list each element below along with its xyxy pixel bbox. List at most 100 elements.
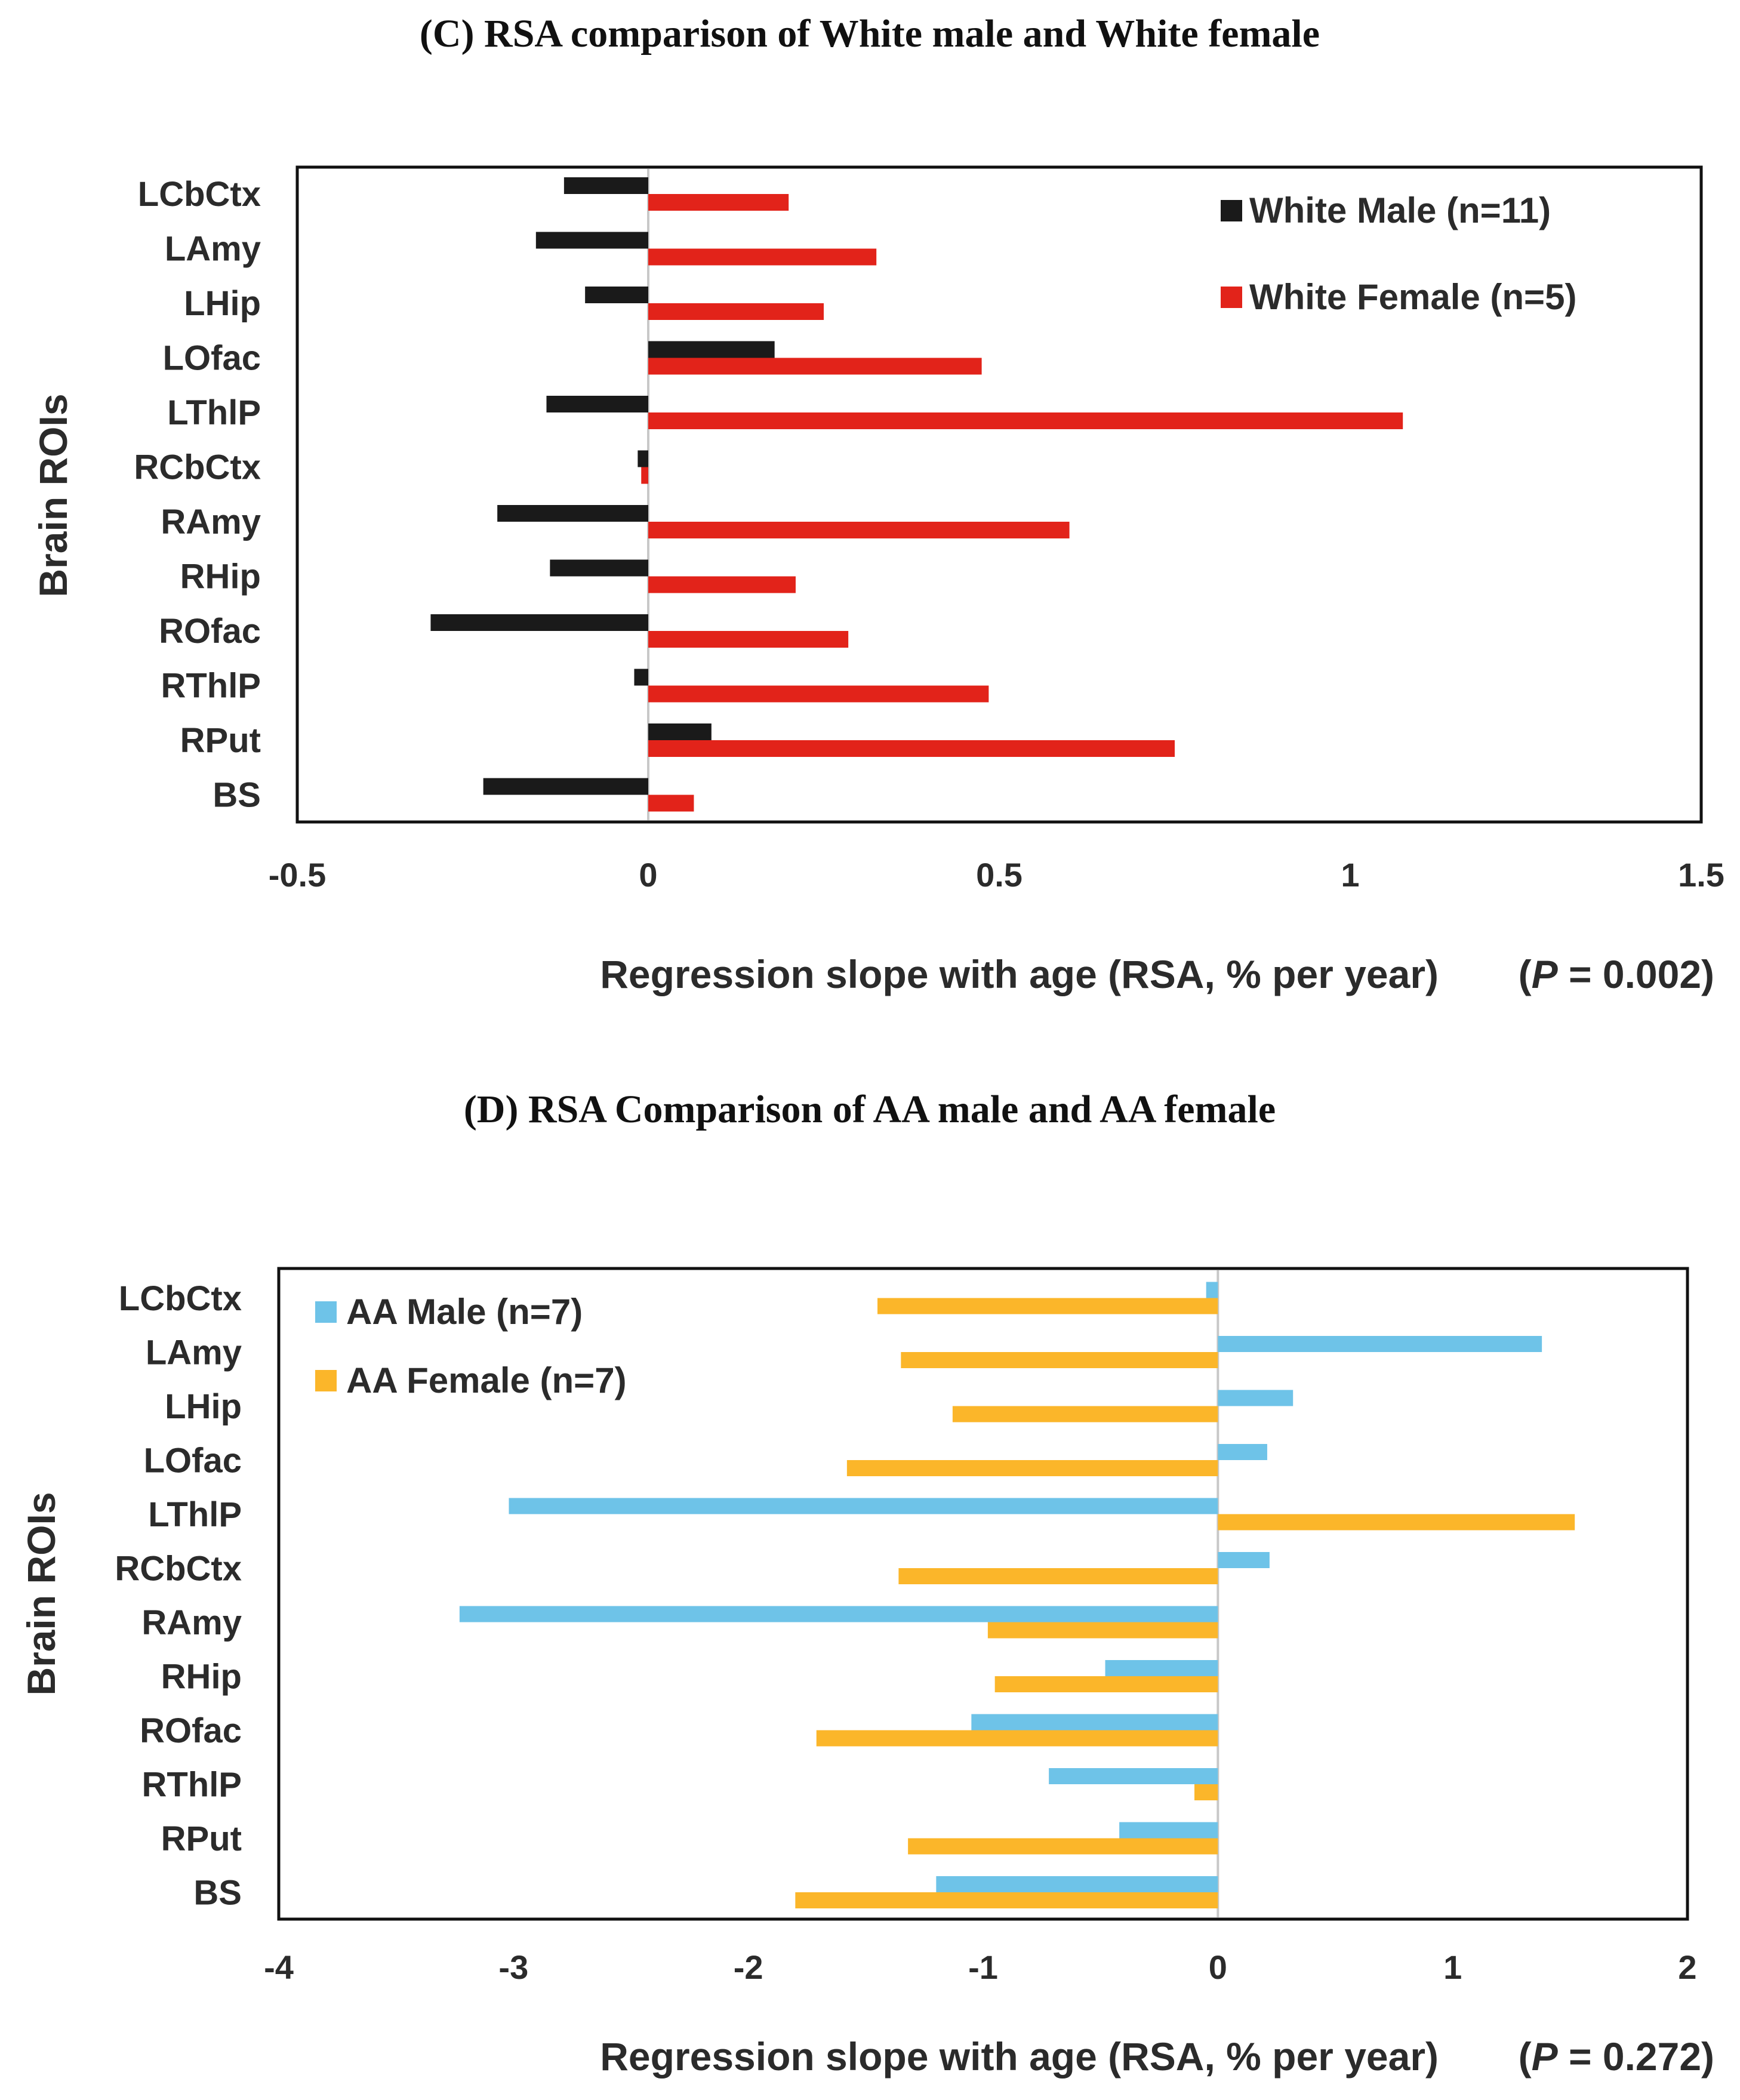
category-label-bs: BS <box>193 1874 242 1913</box>
legend-label-white-female: White Female (n=5) <box>1249 277 1576 317</box>
legend-label-aa-female: AA Female (n=7) <box>346 1360 627 1400</box>
category-label-rthlp: RThlP <box>141 1766 242 1805</box>
x-tick-label: -2 <box>734 1948 763 1986</box>
category-label-lthlp: LThlP <box>148 1495 242 1534</box>
bar-white-female-n-5-rhip <box>648 576 796 593</box>
category-label-rcbctx: RCbCtx <box>115 1550 242 1588</box>
panel-c-title: (C) RSA comparison of White male and Whi… <box>420 12 1320 56</box>
bar-aa-male-n-7-rthlp <box>1049 1768 1218 1784</box>
panel-c-x-ticks: -0.5 0 0.5 1 1.5 <box>269 856 1724 894</box>
x-tick-label: 1 <box>1341 856 1359 894</box>
bar-white-female-n-5-rcbctx <box>641 467 648 484</box>
bar-white-female-n-5-lhip <box>648 303 824 320</box>
category-label-ramy: RAmy <box>141 1603 242 1642</box>
category-label-rput: RPut <box>180 721 261 760</box>
bar-aa-male-n-7-bs <box>936 1876 1218 1892</box>
panel-d-y-axis-title: Brain ROIs <box>19 1492 63 1695</box>
panel-d-bars <box>459 1282 1575 1908</box>
x-tick-label: 0 <box>1209 1948 1227 1986</box>
bar-aa-female-n-7-bs <box>795 1892 1218 1908</box>
bar-aa-male-n-7-rhip <box>1105 1660 1218 1676</box>
x-tick-label: -0.5 <box>269 856 327 894</box>
category-label-lhip: LHip <box>165 1387 242 1426</box>
bar-aa-female-n-7-rhip <box>994 1676 1218 1692</box>
category-label-lamy: LAmy <box>146 1334 242 1372</box>
p-open: ( <box>1519 952 1532 996</box>
x-tick-label: 1 <box>1443 1948 1462 1986</box>
panel-c: (C) RSA comparison of White male and Whi… <box>31 12 1724 996</box>
category-label-lofac: LOfac <box>144 1442 242 1480</box>
bar-white-female-n-5-lcbctx <box>648 194 789 211</box>
bar-white-male-n-11-bs <box>483 778 648 795</box>
panel-d-category-labels: LCbCtx LAmy LHip LOfac LThlP RCbCtx RAmy RHip RO… <box>115 1279 242 1913</box>
bar-white-male-n-11-lcbctx <box>563 177 648 194</box>
panel-d-x-ticks: -4 -3 -2 -1 0 1 2 <box>264 1948 1696 1986</box>
bar-white-male-n-11-lthlp <box>546 396 648 412</box>
panel-c-bars <box>430 177 1403 812</box>
bar-aa-female-n-7-ramy <box>987 1622 1218 1639</box>
bar-white-male-n-11-ramy <box>497 505 648 522</box>
bar-aa-female-n-7-rthlp <box>1194 1784 1218 1800</box>
panel-c-p-value: (P = 0.002) <box>1519 952 1714 996</box>
legend-swatch-aa-female <box>315 1370 337 1391</box>
category-label-lcbctx: LCbCtx <box>138 175 261 214</box>
x-tick-label: -3 <box>498 1948 528 1986</box>
bar-white-male-n-11-rcbctx <box>638 450 648 467</box>
bar-white-male-n-11-rhip <box>550 559 648 577</box>
bar-white-male-n-11-lamy <box>535 232 648 249</box>
category-label-lthlp: LThlP <box>167 393 261 432</box>
bar-aa-female-n-7-rput <box>908 1838 1218 1855</box>
legend-swatch-white-male <box>1221 200 1242 221</box>
category-label-rthlp: RThlP <box>161 667 261 706</box>
p-rest: = 0.272) <box>1558 2034 1714 2079</box>
legend-swatch-aa-male <box>315 1301 337 1323</box>
bar-aa-male-n-7-rcbctx <box>1218 1552 1270 1568</box>
bar-white-female-n-5-bs <box>648 795 694 812</box>
bar-aa-male-n-7-rput <box>1119 1822 1218 1839</box>
bar-white-female-n-5-lthlp <box>648 412 1403 429</box>
bar-aa-male-n-7-lcbctx <box>1206 1282 1218 1298</box>
bar-white-male-n-11-rput <box>648 723 712 740</box>
p-letter: P <box>1532 952 1559 996</box>
panel-c-x-axis-title: Regression slope with age (RSA, % per ye… <box>600 952 1439 996</box>
bar-aa-female-n-7-lcbctx <box>877 1298 1218 1314</box>
p-open: ( <box>1519 2034 1532 2079</box>
category-label-lamy: LAmy <box>165 230 261 269</box>
bar-aa-male-n-7-rofac <box>971 1714 1218 1731</box>
bar-aa-male-n-7-lofac <box>1218 1444 1267 1460</box>
panel-d-title: (D) RSA Comparison of AA male and AA fem… <box>464 1088 1276 1131</box>
category-label-rofac: ROfac <box>159 612 261 651</box>
category-label-rhip: RHip <box>180 558 261 596</box>
category-label-rput: RPut <box>161 1819 242 1858</box>
category-label-ramy: RAmy <box>161 503 261 541</box>
bar-white-female-n-5-rthlp <box>648 685 989 703</box>
legend-swatch-white-female <box>1221 287 1242 308</box>
bar-aa-male-n-7-ramy <box>459 1606 1218 1622</box>
panel-d-x-axis-title: Regression slope with age (RSA, % per ye… <box>600 2034 1439 2079</box>
bar-aa-male-n-7-lhip <box>1218 1390 1294 1406</box>
category-label-lhip: LHip <box>184 284 261 323</box>
category-label-rcbctx: RCbCtx <box>134 448 261 487</box>
bar-aa-female-n-7-lofac <box>846 1460 1218 1476</box>
panel-d-legend: AA Male (n=7) AA Female (n=7) <box>315 1292 627 1400</box>
bar-white-female-n-5-lamy <box>648 248 877 266</box>
bar-white-male-n-11-lofac <box>648 341 775 358</box>
x-tick-label: 1.5 <box>1678 856 1724 894</box>
panel-d-p-value: (P = 0.272) <box>1519 2034 1714 2079</box>
category-label-lofac: LOfac <box>163 339 261 378</box>
bar-aa-female-n-7-lamy <box>901 1352 1218 1368</box>
panel-d-plot-frame <box>277 1267 1689 1921</box>
bar-aa-female-n-7-lthlp <box>1218 1514 1575 1531</box>
legend-label-white-male: White Male (n=11) <box>1249 190 1551 230</box>
p-letter: P <box>1532 2034 1559 2079</box>
legend-label-aa-male: AA Male (n=7) <box>346 1292 583 1332</box>
bar-aa-female-n-7-rofac <box>816 1730 1218 1747</box>
panel-c-category-labels: LCbCtx LAmy LHip LOfac LThlP RCbCtx RAmy RHip RO… <box>134 175 261 815</box>
panel-d: (D) RSA Comparison of AA male and AA fem… <box>19 1088 1714 2079</box>
bar-white-female-n-5-rofac <box>648 631 849 648</box>
x-tick-label: 2 <box>1678 1948 1696 1986</box>
panel-c-legend: White Male (n=11) White Female (n=5) <box>1221 190 1576 317</box>
bar-white-female-n-5-lofac <box>648 358 982 375</box>
p-rest: = 0.002) <box>1558 952 1714 996</box>
